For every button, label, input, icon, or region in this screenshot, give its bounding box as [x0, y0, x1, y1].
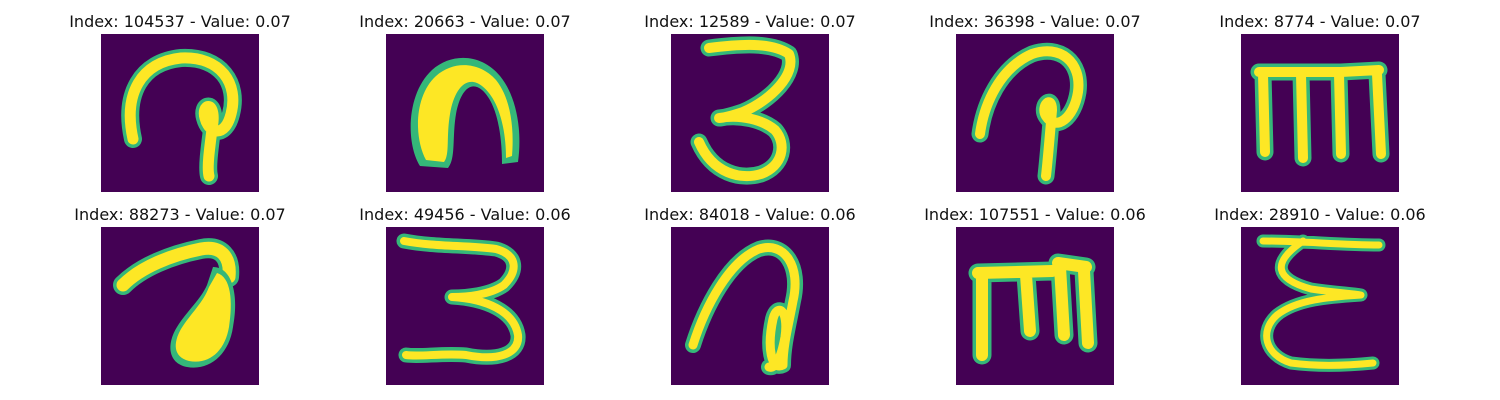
panel-10: Index: 28910 - Value: 0.06 [1178, 205, 1462, 391]
panel-6: Index: 88273 - Value: 0.07 [38, 205, 322, 391]
panel-1: Index: 104537 - Value: 0.07 [38, 12, 322, 198]
panel-7: Index: 49456 - Value: 0.06 [323, 205, 607, 391]
panel-title: Index: 84018 - Value: 0.06 [608, 205, 892, 225]
panel-title: Index: 49456 - Value: 0.06 [323, 205, 607, 225]
handwritten-glyph-image [956, 34, 1114, 192]
panel-title: Index: 8774 - Value: 0.07 [1178, 12, 1462, 32]
panel-title: Index: 20663 - Value: 0.07 [323, 12, 607, 32]
curl-hook-glyph [101, 34, 259, 192]
loop-arch-glyph [671, 227, 829, 385]
handwritten-glyph-image [101, 34, 259, 192]
handwritten-glyph-image [101, 227, 259, 385]
handwritten-glyph-image [386, 227, 544, 385]
m-shape-glyph [1241, 34, 1399, 192]
handwritten-glyph-image [1241, 227, 1399, 385]
handwritten-glyph-image [386, 34, 544, 192]
three-glyph [671, 34, 829, 192]
panel-9: Index: 107551 - Value: 0.06 [893, 205, 1177, 391]
blob-hook-glyph [101, 227, 259, 385]
panel-title: Index: 28910 - Value: 0.06 [1178, 205, 1462, 225]
thick-arch-glyph [386, 34, 544, 192]
panel-3: Index: 12589 - Value: 0.07 [608, 12, 892, 198]
panel-title: Index: 107551 - Value: 0.06 [893, 205, 1177, 225]
panel-4: Index: 36398 - Value: 0.07 [893, 12, 1177, 198]
handwritten-glyph-image [1241, 34, 1399, 192]
panel-title: Index: 12589 - Value: 0.07 [608, 12, 892, 32]
panel-2: Index: 20663 - Value: 0.07 [323, 12, 607, 198]
panel-title: Index: 88273 - Value: 0.07 [38, 205, 322, 225]
panel-title: Index: 36398 - Value: 0.07 [893, 12, 1177, 32]
handwritten-glyph-image [671, 227, 829, 385]
panel-5: Index: 8774 - Value: 0.07 [1178, 12, 1462, 198]
m-shape-short-glyph [956, 227, 1114, 385]
panel-8: Index: 84018 - Value: 0.06 [608, 205, 892, 391]
panel-title: Index: 104537 - Value: 0.07 [38, 12, 322, 32]
epsilon-glyph [1241, 227, 1399, 385]
three-wide-glyph [386, 227, 544, 385]
handwritten-glyph-image [956, 227, 1114, 385]
handwritten-glyph-image [671, 34, 829, 192]
curl-hook-slanted-glyph [956, 34, 1114, 192]
